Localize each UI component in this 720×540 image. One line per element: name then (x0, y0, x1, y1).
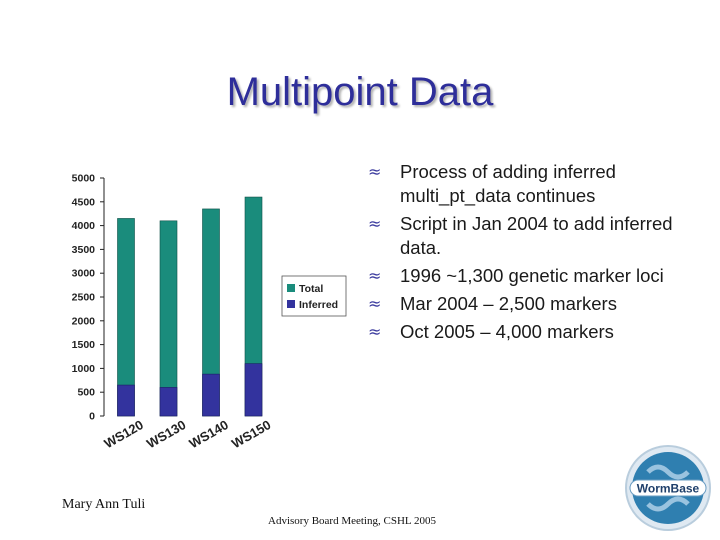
bar-inferred (159, 387, 178, 417)
y-tick-label: 2000 (72, 315, 96, 327)
bullet-approx-icon: ≈ (368, 294, 382, 313)
slide-title: Multipoint Data (226, 70, 494, 114)
bullet-text: Process of adding inferred multi_pt_data… (400, 161, 616, 206)
bullet-approx-icon: ≈ (368, 162, 382, 181)
x-tick-label: WS140 (187, 417, 231, 451)
y-tick-label: 2500 (72, 292, 96, 304)
bullet-item: ≈ Process of adding inferred multi_pt_dat… (368, 160, 713, 208)
bar-inferred (244, 363, 263, 417)
y-tick-label: 1000 (72, 363, 96, 375)
bullet-item: ≈ Mar 2004 – 2,500 markers (368, 292, 713, 316)
y-tick-label: 3000 (72, 268, 96, 280)
bullet-item: ≈1996 ~1,300 genetic marker loci (368, 264, 713, 288)
legend-swatch (287, 284, 295, 292)
footer-author: Mary Ann Tuli (62, 497, 146, 512)
bars (117, 196, 263, 417)
bar-inferred (202, 373, 220, 417)
bullet-text: 1996 ~1,300 genetic marker loci (400, 265, 664, 286)
bullet-text: Script in Jan 2004 to add inferred data. (400, 213, 673, 258)
bar-inferred (117, 384, 135, 417)
legend-swatch (287, 300, 295, 308)
bullet-approx-icon: ≈ (368, 214, 382, 233)
y-tick-label: 500 (77, 387, 95, 399)
logo-text: WormBase (637, 482, 700, 496)
y-tick-label: 4000 (72, 220, 96, 232)
wormbase-logo-icon: WormBase (625, 445, 711, 531)
legend-label: Total (299, 283, 323, 295)
footer-meeting: Advisory Board Meeting, CSHL 2005 (268, 515, 436, 527)
y-tick-label: 3500 (72, 244, 96, 256)
y-axis: 0 500 1000 1500 2000 2500 3000 3500 4000 4500 5000 (72, 173, 105, 423)
x-tick-label: WS130 (144, 417, 188, 451)
y-tick-label: 5000 (72, 173, 96, 185)
y-tick-label: 1500 (72, 339, 96, 351)
bullet-approx-icon: ≈ (368, 322, 382, 341)
bullet-list: ≈ Process of adding inferred multi_pt_dat… (368, 160, 713, 348)
bar-chart: 0 500 1000 1500 2000 2500 3000 3500 4000 4500 5000… (72, 173, 347, 451)
y-tick-label: 4500 (72, 196, 96, 208)
bar-total (159, 220, 178, 417)
legend-box (281, 275, 347, 317)
bullet-item: ≈ Oct 2005 – 4,000 markers (368, 320, 713, 344)
bullet-item: ≈ Script in Jan 2004 to add inferred data… (368, 212, 713, 260)
y-tick-label: 0 (89, 411, 95, 423)
chart-legend: Total Inferred (281, 275, 347, 317)
bullet-approx-icon: ≈ (368, 266, 382, 285)
legend-label: Inferred (299, 299, 338, 311)
bullet-text: Mar 2004 – 2,500 markers (400, 293, 617, 314)
x-tick-label: WS120 (102, 417, 146, 451)
bullet-text: Oct 2005 – 4,000 markers (400, 321, 614, 342)
x-tick-label: WS150 (229, 417, 273, 451)
